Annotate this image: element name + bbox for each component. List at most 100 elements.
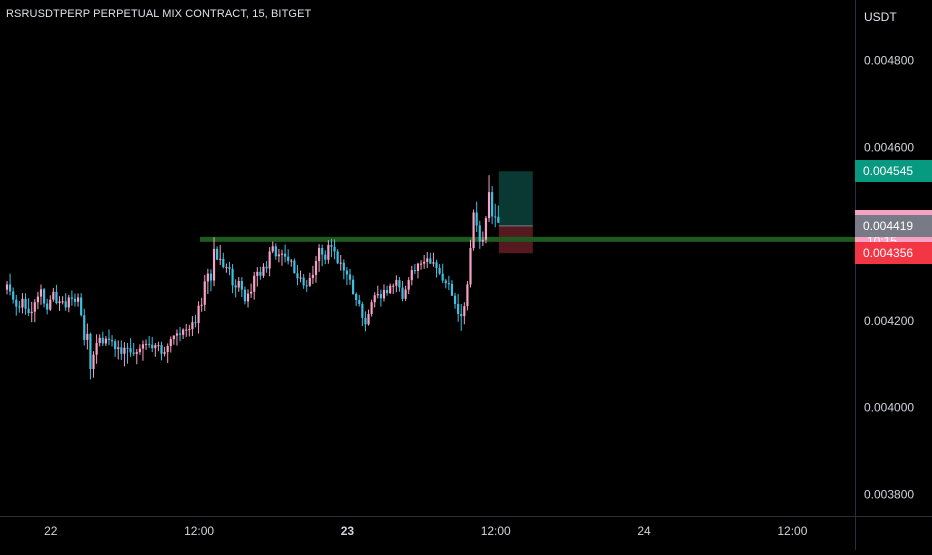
candle [416, 262, 420, 279]
candle [228, 261, 231, 276]
candle [382, 284, 386, 302]
candle-body [178, 333, 182, 335]
candle-body [117, 347, 120, 350]
candle-body [15, 299, 18, 307]
candle-body [379, 293, 382, 299]
horizontal-level-line[interactable] [200, 236, 855, 242]
candle-body [144, 343, 148, 345]
candle [460, 303, 463, 331]
candle [333, 239, 336, 260]
candle-body [101, 337, 104, 344]
candle [413, 264, 416, 275]
candle-body [355, 293, 358, 301]
candle-body [92, 354, 95, 370]
candle [240, 277, 243, 298]
time-tick-label: 12:00 [777, 524, 807, 538]
candle-body [469, 248, 472, 285]
candle [299, 270, 302, 283]
candle-body [33, 302, 36, 312]
candle-body [70, 297, 73, 299]
candle-body [293, 260, 296, 274]
candle [484, 215, 488, 244]
candle-body [250, 291, 253, 294]
candle [15, 294, 18, 316]
candle-body [212, 248, 216, 281]
candle-body [351, 279, 355, 294]
candle [296, 264, 299, 286]
candle [419, 260, 423, 270]
candle-body [389, 285, 392, 294]
candle-body [385, 290, 389, 294]
candle-body [138, 348, 141, 353]
candle [342, 259, 345, 280]
candle-body [188, 329, 191, 331]
candle [98, 334, 101, 347]
candle [166, 343, 169, 363]
candle-body [89, 333, 92, 370]
candle-body [182, 329, 185, 335]
candle [33, 299, 36, 323]
candle-body [222, 258, 225, 268]
time-tick-label: 24 [637, 524, 651, 538]
candle [432, 252, 435, 267]
candle [67, 294, 70, 313]
candle-body [302, 277, 305, 286]
candle [200, 297, 203, 312]
candle [497, 205, 500, 223]
candle-body [200, 304, 203, 306]
candle-body [30, 311, 33, 314]
candle-body [339, 262, 342, 264]
candle-body [256, 271, 259, 276]
candle [379, 289, 382, 307]
candle-body [457, 303, 460, 314]
candle [110, 335, 114, 347]
candle [46, 298, 49, 315]
candle-body [219, 258, 222, 260]
candle-body [209, 273, 213, 281]
candle-body [333, 246, 336, 252]
candle-body [472, 212, 475, 249]
candle [163, 346, 166, 357]
candle-body [114, 341, 117, 350]
candle [429, 252, 432, 265]
candle-body [228, 267, 231, 269]
candle-body [324, 254, 327, 260]
candle-body [243, 289, 247, 302]
candle [373, 292, 376, 308]
candle-body [129, 348, 132, 353]
candle-body [83, 315, 86, 340]
candle [246, 289, 250, 308]
candle-body [407, 280, 410, 290]
candle [157, 341, 160, 352]
candle-body [274, 246, 277, 257]
candle [290, 258, 293, 267]
candle [169, 336, 172, 353]
candle-body [67, 297, 70, 308]
candle-body [317, 248, 321, 262]
candle [148, 336, 151, 348]
candle-body [27, 308, 30, 314]
candle [172, 335, 175, 345]
candle [101, 331, 104, 347]
candle [475, 201, 478, 232]
candle-body [80, 297, 83, 316]
candle [30, 301, 33, 323]
candle-body [42, 289, 46, 304]
candle-body [132, 352, 135, 354]
candle-body [481, 239, 484, 242]
candle-body [197, 305, 200, 324]
candle [327, 240, 330, 264]
candle [206, 268, 209, 294]
candle-body [487, 192, 491, 219]
candle-body [401, 287, 404, 299]
candle [154, 342, 157, 357]
candle [132, 342, 135, 356]
candle [389, 283, 392, 294]
candle-body [423, 261, 426, 264]
candle-body [277, 254, 281, 257]
candle-body [361, 303, 364, 318]
candle-body [491, 192, 494, 217]
candle [274, 243, 277, 260]
